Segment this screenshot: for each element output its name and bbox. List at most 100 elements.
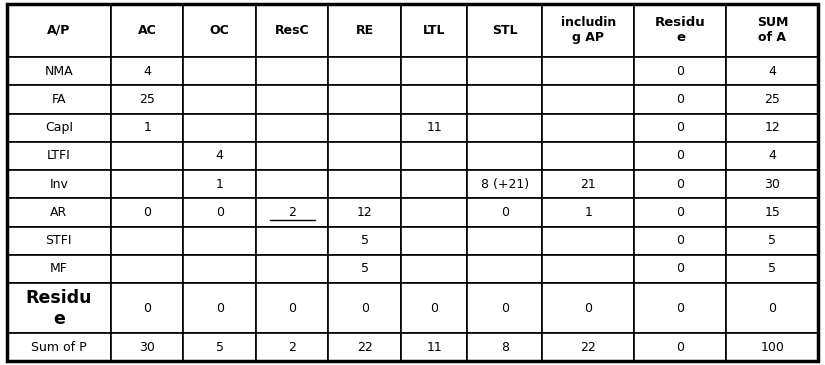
Bar xyxy=(111,170,183,198)
Bar xyxy=(543,114,634,142)
Bar xyxy=(467,283,543,333)
Bar xyxy=(401,85,467,114)
Text: STL: STL xyxy=(492,24,518,37)
Text: 11: 11 xyxy=(427,121,442,134)
Text: 4: 4 xyxy=(144,65,151,78)
Text: 25: 25 xyxy=(765,93,780,106)
Text: 0: 0 xyxy=(676,178,685,191)
Text: LTFI: LTFI xyxy=(47,149,71,162)
Bar xyxy=(111,114,183,142)
Bar xyxy=(467,170,543,198)
Bar xyxy=(7,255,111,283)
Bar xyxy=(543,142,634,170)
Text: NMA: NMA xyxy=(45,65,73,78)
Text: 2: 2 xyxy=(288,206,296,219)
Text: 12: 12 xyxy=(357,206,373,219)
Bar xyxy=(543,227,634,255)
Text: 0: 0 xyxy=(430,301,438,315)
Bar xyxy=(467,114,543,142)
Text: LTL: LTL xyxy=(423,24,446,37)
Bar xyxy=(111,198,183,227)
Text: 0: 0 xyxy=(215,206,224,219)
Bar xyxy=(634,114,727,142)
Bar xyxy=(328,170,401,198)
Text: ResC: ResC xyxy=(275,24,309,37)
Bar xyxy=(256,333,328,361)
Bar xyxy=(256,114,328,142)
Text: Sum of P: Sum of P xyxy=(31,341,87,354)
Bar xyxy=(111,85,183,114)
Bar xyxy=(256,198,328,227)
Text: 5: 5 xyxy=(361,262,369,276)
Bar xyxy=(727,142,818,170)
Text: AR: AR xyxy=(50,206,68,219)
Bar xyxy=(256,170,328,198)
Text: 8: 8 xyxy=(501,341,509,354)
Bar xyxy=(328,227,401,255)
Bar xyxy=(183,198,256,227)
Bar xyxy=(467,333,543,361)
Bar xyxy=(183,227,256,255)
Bar xyxy=(467,255,543,283)
Bar xyxy=(727,4,818,57)
Bar xyxy=(727,57,818,85)
Text: 5: 5 xyxy=(768,262,776,276)
Text: 15: 15 xyxy=(765,206,780,219)
Bar xyxy=(328,333,401,361)
Bar xyxy=(111,333,183,361)
Text: includin
g AP: includin g AP xyxy=(561,16,616,45)
Bar xyxy=(401,283,467,333)
Bar xyxy=(183,255,256,283)
Text: 8 (+21): 8 (+21) xyxy=(481,178,529,191)
Bar xyxy=(256,227,328,255)
Text: 0: 0 xyxy=(676,262,685,276)
Bar xyxy=(401,227,467,255)
Bar xyxy=(328,142,401,170)
Text: 11: 11 xyxy=(427,341,442,354)
Text: 0: 0 xyxy=(215,301,224,315)
Bar xyxy=(256,57,328,85)
Text: MF: MF xyxy=(50,262,68,276)
Bar xyxy=(183,114,256,142)
Text: 2: 2 xyxy=(288,341,296,354)
Bar xyxy=(183,57,256,85)
Text: A/P: A/P xyxy=(47,24,70,37)
Bar xyxy=(256,255,328,283)
Bar xyxy=(183,142,256,170)
Bar xyxy=(543,85,634,114)
Text: STFI: STFI xyxy=(45,234,72,247)
Bar xyxy=(543,170,634,198)
Bar xyxy=(7,57,111,85)
Text: 0: 0 xyxy=(501,301,509,315)
Bar xyxy=(467,4,543,57)
Text: OC: OC xyxy=(210,24,229,37)
Text: 0: 0 xyxy=(676,121,685,134)
Text: 5: 5 xyxy=(215,341,224,354)
Text: 0: 0 xyxy=(676,65,685,78)
Bar xyxy=(111,4,183,57)
Text: 1: 1 xyxy=(216,178,224,191)
Bar xyxy=(634,57,727,85)
Bar xyxy=(634,170,727,198)
Text: 0: 0 xyxy=(676,234,685,247)
Text: 12: 12 xyxy=(765,121,780,134)
Bar xyxy=(401,255,467,283)
Bar xyxy=(727,227,818,255)
Bar xyxy=(634,85,727,114)
Text: Inv: Inv xyxy=(50,178,68,191)
Text: 0: 0 xyxy=(676,93,685,106)
Bar xyxy=(111,142,183,170)
Text: 30: 30 xyxy=(765,178,780,191)
Bar xyxy=(401,114,467,142)
Text: CapI: CapI xyxy=(45,121,73,134)
Text: Residu
e: Residu e xyxy=(655,16,706,45)
Bar xyxy=(7,333,111,361)
Text: 0: 0 xyxy=(676,301,685,315)
Bar xyxy=(7,142,111,170)
Bar xyxy=(256,142,328,170)
Text: 0: 0 xyxy=(676,206,685,219)
Bar xyxy=(634,283,727,333)
Bar xyxy=(256,283,328,333)
Bar xyxy=(727,170,818,198)
Bar xyxy=(328,85,401,114)
